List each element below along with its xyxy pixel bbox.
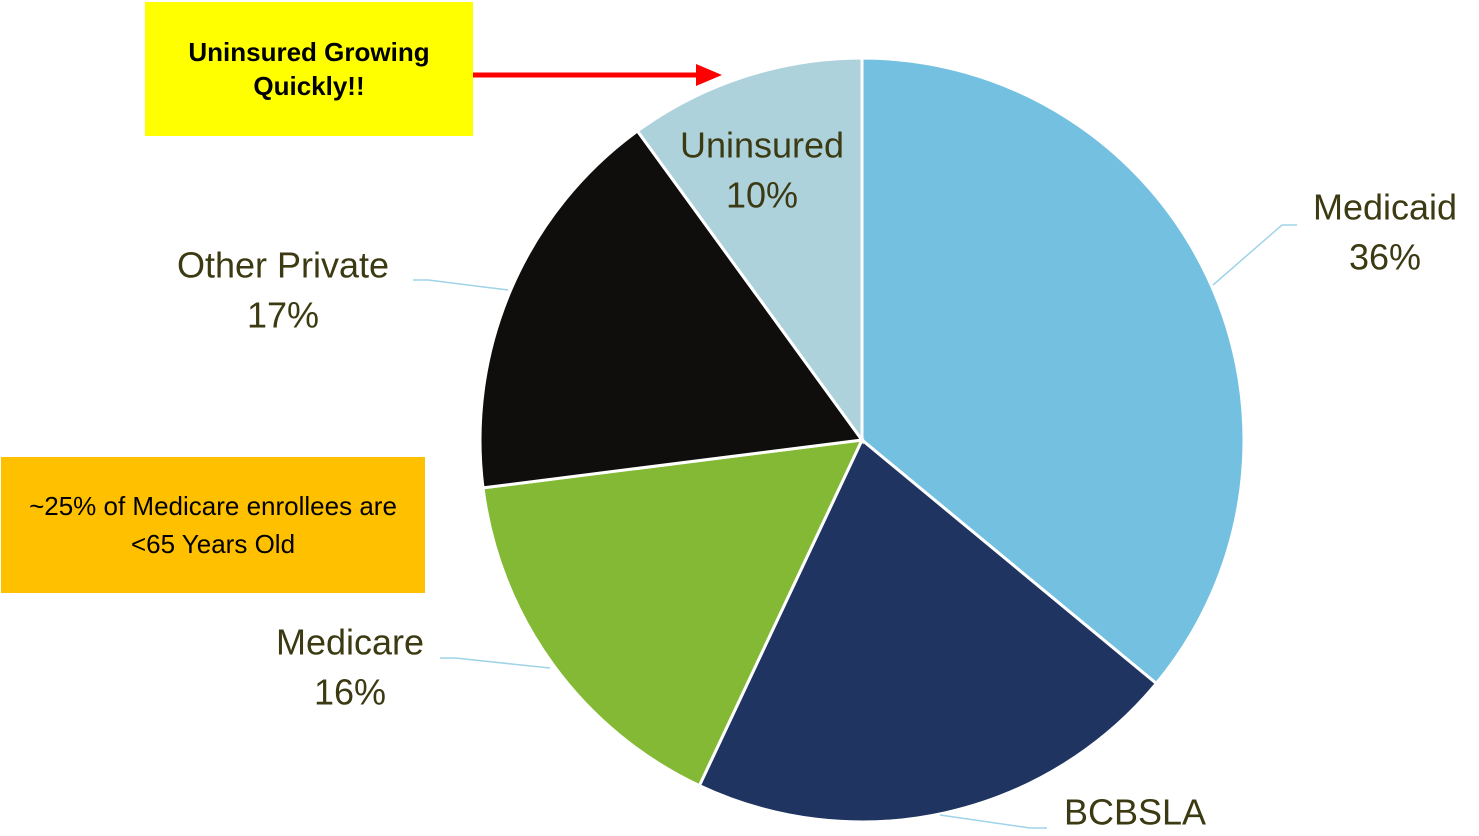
leader-line (939, 814, 1047, 829)
leader-lines (413, 224, 1297, 829)
pie-slice (481, 438, 865, 788)
slice-label: Other Private (177, 245, 389, 286)
leader-line (440, 657, 551, 669)
slice-label: Uninsured (680, 125, 844, 166)
leader-line (413, 279, 509, 291)
labels: Medicaid 36% BCBSLA Medicare 16% Other Privat… (177, 125, 1457, 833)
slice-label: Medicare (276, 622, 424, 663)
slice-value-label: 16% (314, 672, 386, 713)
slice-value-label: 17% (247, 295, 319, 336)
arrow (465, 64, 722, 86)
pie-slice (860, 56, 1246, 686)
pie-slice (478, 128, 865, 490)
slice-value-label: 10% (726, 175, 798, 216)
annotation: Uninsured Growing Quickly!! (145, 2, 473, 136)
leader-line (1212, 224, 1297, 286)
arrow-head (696, 64, 722, 86)
pie-slice (697, 437, 1159, 824)
slice-label: BCBSLA (1064, 792, 1206, 833)
slice-value-label: 36% (1349, 237, 1421, 278)
pie (478, 56, 1246, 824)
slice-label: Medicaid (1313, 187, 1457, 228)
annotation: ~25% of Medicare enrollees are <65 Years… (1, 457, 425, 593)
pie-slice (635, 56, 864, 445)
